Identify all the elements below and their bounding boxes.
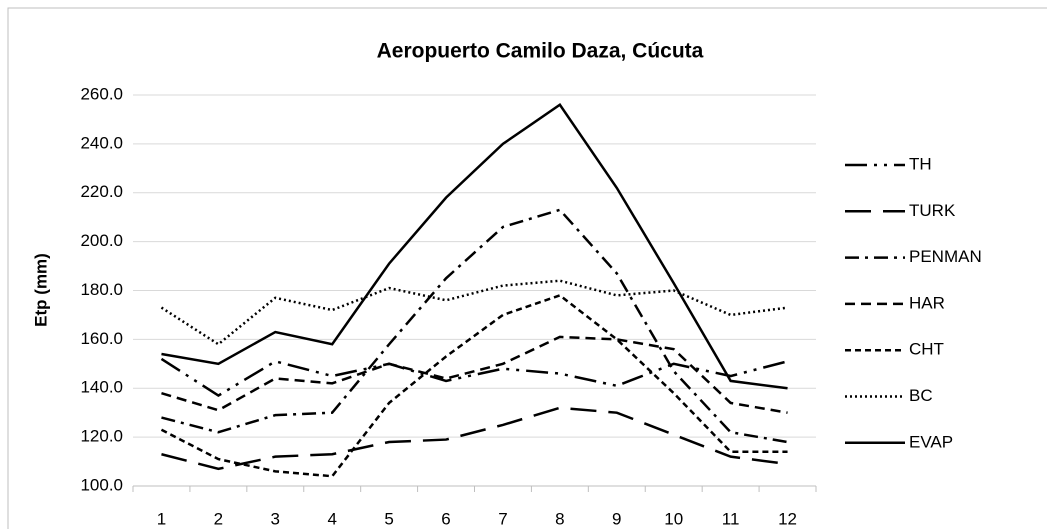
y-tick-label: 220.0: [80, 182, 123, 201]
legend-label: PENMAN: [909, 247, 982, 266]
x-tick-label: 12: [778, 509, 797, 528]
y-tick-label: 200.0: [80, 231, 123, 250]
y-tick-label: 140.0: [80, 378, 123, 397]
x-tick-label: 7: [498, 509, 507, 528]
x-tick-label: 3: [271, 509, 280, 528]
y-axis-label: Etp (mm): [31, 253, 50, 327]
series-line: [161, 208, 788, 444]
x-tick-label: 10: [664, 509, 683, 528]
x-tick-label: 5: [384, 509, 393, 528]
legend-label: TH: [909, 154, 932, 173]
x-tick-label: 2: [214, 509, 223, 528]
legend-label: EVAP: [909, 432, 953, 451]
chart-title: Aeropuerto Camilo Daza, Cúcuta: [377, 40, 704, 63]
series-line: [160, 357, 788, 398]
x-tick-label: 9: [612, 509, 621, 528]
x-tick-label: 4: [327, 509, 336, 528]
series-line: [161, 103, 788, 390]
x-tick-label: 1: [157, 509, 166, 528]
y-tick-label: 240.0: [80, 133, 123, 152]
series-line: [160, 293, 788, 478]
series-line: [161, 335, 788, 414]
series-line: [161, 406, 788, 471]
y-tick-label: 120.0: [80, 427, 123, 446]
legend-label: BC: [909, 386, 933, 405]
legend-label: CHT: [909, 340, 944, 359]
legend-label: TURK: [909, 201, 956, 220]
y-tick-label: 100.0: [80, 475, 123, 494]
y-tick-label: 160.0: [80, 329, 123, 348]
x-tick-label: 8: [555, 509, 564, 528]
x-tick-label: 11: [722, 509, 740, 528]
y-tick-label: 180.0: [80, 280, 123, 299]
x-tick-label: 6: [441, 509, 450, 528]
legend-label: HAR: [909, 293, 945, 312]
chart-border: [7, 7, 1047, 529]
series-line: [160, 279, 788, 346]
y-tick-label: 260.0: [80, 84, 123, 103]
